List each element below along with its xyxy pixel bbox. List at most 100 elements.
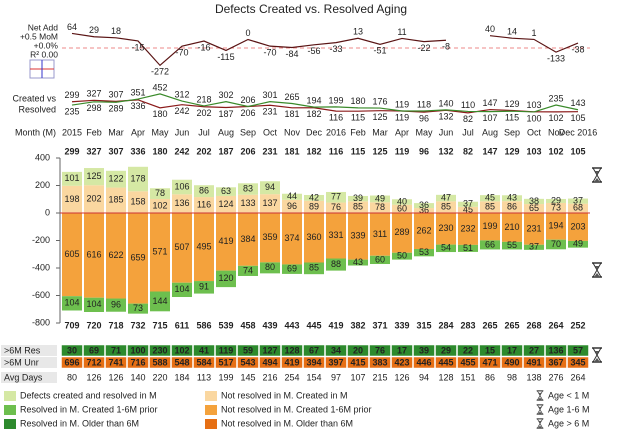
data-label: 37 (529, 242, 539, 252)
x-tick-label: Sep (504, 127, 520, 137)
total-label: 336 (130, 146, 145, 156)
data-label: 143 (570, 98, 585, 108)
bar-segment (546, 239, 566, 250)
total-label: 129 (504, 146, 519, 156)
data-label: 124 (218, 199, 233, 209)
legend-swatch (4, 419, 16, 429)
data-label: 39 (353, 193, 363, 203)
cell-value: 67 (309, 345, 319, 355)
bar-segment (216, 195, 236, 213)
data-label: 206 (240, 95, 255, 105)
bar-segment (150, 213, 170, 292)
bar-segment (304, 194, 324, 201)
data-label: 384 (240, 234, 255, 244)
data-label: 13 (353, 27, 363, 37)
bar-segment (62, 171, 82, 186)
legend-label: Not resolved in M. Older than 6M (221, 418, 353, 428)
data-label: 136 (174, 198, 189, 208)
cell-value: 15 (485, 345, 495, 355)
total-label: 718 (108, 320, 123, 330)
cell-value: 712 (86, 357, 101, 367)
bar-segment (172, 213, 192, 283)
bar-segment (84, 185, 104, 213)
annotation: R² 0.00 (30, 49, 58, 59)
cell-value: 584 (196, 357, 211, 367)
data-label: 115 (505, 113, 519, 123)
total-label: 119 (395, 146, 410, 156)
cell-value: 423 (394, 357, 409, 367)
total-label: 339 (394, 320, 409, 330)
total-label: 125 (372, 146, 387, 156)
data-label: 69 (287, 264, 297, 274)
bar-segment (458, 244, 478, 252)
cell-value: 94 (419, 372, 429, 382)
cell (193, 356, 215, 369)
bar-segment (348, 259, 368, 266)
data-label: 101 (64, 173, 79, 183)
data-label: 37 (463, 199, 473, 209)
data-label: 85 (353, 202, 363, 212)
data-label: 45 (463, 204, 473, 214)
data-label: 70 (551, 239, 561, 249)
row-header: >6M Res (4, 345, 41, 355)
cell-value: 136 (548, 345, 563, 355)
bar-segment (414, 203, 434, 209)
bar-segment (84, 168, 104, 186)
cell (435, 356, 457, 369)
bar-segment (128, 166, 148, 192)
legend-label: Defects created and resolved in M (20, 390, 157, 400)
data-label: 182 (306, 109, 321, 119)
data-label: 312 (174, 89, 189, 99)
cell (149, 356, 171, 369)
data-label: 199 (328, 95, 343, 105)
y-tick-label: 400 (35, 152, 50, 162)
data-label: 78 (375, 202, 385, 212)
bar-segment (260, 262, 280, 274)
resolved-label: Resolved (18, 104, 56, 114)
bar-segment (84, 297, 104, 312)
cell (523, 344, 545, 357)
data-label: 49 (375, 193, 385, 203)
bar-segment (502, 201, 522, 213)
cell-value: 126 (108, 372, 123, 382)
x-tick-label: Dec (306, 127, 323, 137)
x-tick-label: Mar (108, 127, 124, 137)
data-label: 74 (243, 265, 253, 275)
cell-value: 543 (240, 357, 255, 367)
x-tick-label: Nov (284, 127, 301, 137)
legend-swatch (205, 391, 217, 401)
total-label: 445 (306, 320, 321, 330)
bar-segment (282, 199, 302, 213)
legend-swatch (205, 419, 217, 429)
data-label: 659 (130, 253, 145, 263)
cell (215, 344, 237, 357)
cell (303, 344, 325, 357)
cell (501, 344, 523, 357)
cell (523, 356, 545, 369)
data-label: 102 (152, 200, 167, 210)
cell-value: 490 (504, 357, 519, 367)
bar-segment (172, 194, 192, 213)
cell (193, 344, 215, 357)
cell-value: 128 (438, 372, 453, 382)
bar-segment (458, 213, 478, 245)
x-tick-label: May (415, 127, 433, 137)
cell-value: 107 (350, 372, 365, 382)
cell-value: 419 (284, 357, 299, 367)
data-label: 235 (548, 93, 563, 103)
data-label: 91 (199, 282, 209, 292)
data-label: -15 (131, 42, 144, 52)
cell-value: 471 (482, 357, 497, 367)
data-label: 110 (461, 100, 475, 110)
cell (149, 344, 171, 357)
cell-value: 216 (262, 372, 277, 382)
x-tick-label: Apr (131, 127, 145, 137)
fit-icon (29, 59, 55, 79)
bar-segment (480, 201, 500, 213)
data-label: 104 (86, 299, 101, 309)
cell-value: 34 (331, 345, 341, 355)
bar-segment (414, 213, 434, 250)
data-label: 60 (397, 203, 407, 213)
data-label: 96 (419, 114, 429, 124)
bar-segment (216, 213, 236, 271)
